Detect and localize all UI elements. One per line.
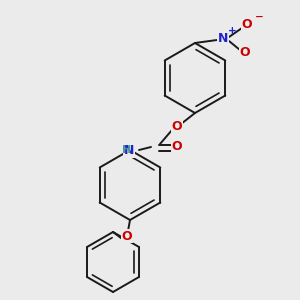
- Text: O: O: [240, 46, 250, 59]
- Text: O: O: [172, 140, 182, 154]
- Text: −: −: [255, 12, 264, 22]
- Text: O: O: [172, 121, 182, 134]
- Text: O: O: [242, 19, 252, 32]
- Text: +: +: [228, 26, 237, 36]
- Text: O: O: [122, 230, 132, 242]
- Text: H: H: [122, 145, 131, 155]
- Text: N: N: [124, 145, 134, 158]
- Text: N: N: [218, 32, 228, 46]
